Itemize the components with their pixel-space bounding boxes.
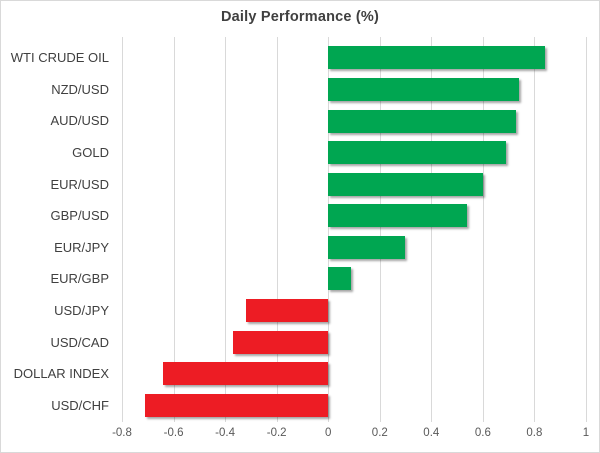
category-label: GOLD — [72, 145, 109, 161]
bar-eur-jpy — [328, 235, 406, 259]
bar-usd-cad — [232, 330, 329, 354]
x-tick-label: -0.6 — [163, 427, 184, 439]
category-label: EUR/GBP — [50, 271, 109, 287]
gridline — [534, 37, 535, 422]
x-tick-label: 1 — [582, 427, 590, 439]
x-tick-label: 0.6 — [474, 427, 491, 439]
bar-gold — [328, 141, 507, 164]
bar-gbp-usd — [328, 204, 468, 228]
category-label: USD/CAD — [50, 334, 109, 350]
chart-title: Daily Performance (%) — [220, 9, 380, 25]
x-tick-label: -0.4 — [215, 427, 235, 439]
bar-wti-crude-oil — [328, 46, 545, 70]
gridline — [586, 37, 587, 422]
category-label: EUR/USD — [50, 176, 109, 192]
x-tick-label: 0.8 — [526, 427, 543, 439]
bar-dollar-index — [163, 362, 329, 386]
bar-usd-jpy — [245, 299, 329, 322]
bar-aud-usd — [328, 109, 517, 133]
category-label: GBP/USD — [50, 208, 109, 224]
bar-eur-usd — [328, 172, 483, 196]
gridline — [431, 37, 432, 422]
category-label: USD/CHF — [51, 397, 109, 413]
gridline — [483, 37, 484, 422]
gridline — [122, 37, 123, 422]
gridline — [277, 37, 278, 422]
category-label: AUD/USD — [50, 113, 109, 129]
category-label: USD/JPY — [54, 302, 109, 318]
x-tick-label: 0.2 — [371, 427, 388, 439]
bar-usd-chf — [145, 393, 329, 417]
category-label: DOLLAR INDEX — [13, 366, 109, 382]
category-label: EUR/JPY — [54, 239, 109, 255]
bar-nzd-usd — [328, 77, 519, 101]
x-tick-label: -0.8 — [112, 427, 132, 439]
x-tick-label: 0.4 — [423, 427, 440, 439]
category-label: NZD/USD — [51, 81, 109, 97]
gridline — [380, 37, 381, 422]
x-tick-label: -0.2 — [266, 427, 287, 439]
gridline — [174, 37, 175, 422]
bar-eur-gbp — [328, 267, 352, 291]
gridline — [328, 37, 329, 422]
category-label: WTI CRUDE OIL — [10, 50, 109, 66]
x-tick-label: 0 — [324, 427, 332, 439]
gridline — [225, 37, 226, 422]
